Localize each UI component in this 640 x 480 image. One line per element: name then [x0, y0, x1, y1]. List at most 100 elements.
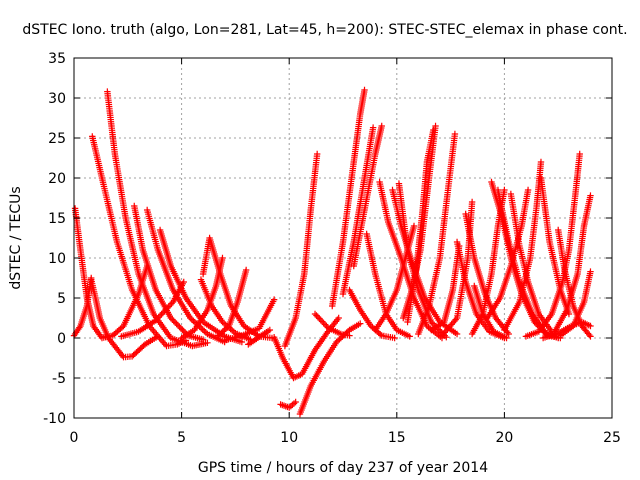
- data-arc: [453, 238, 508, 342]
- data-point: [167, 314, 175, 322]
- y-tick-label: 20: [48, 171, 66, 187]
- data-point: [323, 322, 330, 330]
- data-point: [179, 326, 186, 333]
- data-point: [311, 310, 319, 318]
- data-arc: [214, 266, 250, 339]
- data-arc: [118, 278, 187, 340]
- data-arc: [471, 282, 510, 342]
- x-tick-label: 10: [280, 430, 298, 446]
- y-tick-label: 0: [57, 331, 66, 347]
- data-point: [586, 331, 593, 339]
- y-axis-label: dSTEC / TECUs: [8, 186, 24, 289]
- data-point: [270, 296, 278, 303]
- data-arc: [428, 242, 463, 334]
- data-point: [361, 86, 368, 94]
- data-point: [314, 313, 322, 321]
- x-tick-label: 5: [177, 430, 186, 446]
- data-point: [164, 304, 171, 312]
- data-point: [313, 150, 321, 158]
- data-point: [190, 317, 197, 325]
- data-arc: [462, 210, 512, 338]
- data-point: [219, 254, 226, 262]
- data-arc: [501, 158, 545, 334]
- data-point: [369, 124, 377, 131]
- data-point: [537, 158, 545, 166]
- data-point: [378, 122, 385, 130]
- data-point: [429, 320, 436, 327]
- data-point: [321, 321, 329, 328]
- data-point: [587, 268, 594, 275]
- data-arc: [277, 398, 299, 411]
- data-point: [318, 318, 326, 325]
- data-point: [451, 130, 459, 138]
- data-arc: [270, 314, 342, 382]
- data-arc: [346, 286, 398, 342]
- y-tick-label: 25: [48, 131, 66, 147]
- data-point: [357, 320, 364, 327]
- data-point: [453, 330, 461, 338]
- data-point: [335, 314, 342, 322]
- data-point: [171, 319, 179, 326]
- data-arc: [372, 222, 418, 334]
- data-point: [503, 334, 510, 342]
- data-point: [238, 338, 246, 346]
- x-tick-label: 20: [495, 430, 513, 446]
- y-tick-label: 15: [48, 211, 66, 227]
- data-arc: [104, 88, 211, 350]
- data-point: [524, 186, 532, 194]
- data-point: [346, 332, 353, 339]
- data-arc: [221, 296, 278, 344]
- data-arc: [131, 202, 207, 343]
- x-tick-label: 15: [388, 430, 406, 446]
- data-point: [169, 316, 176, 323]
- x-tick-label: 25: [603, 430, 621, 446]
- data-arc: [245, 326, 274, 348]
- chart-title: dSTEC Iono. truth (algo, Lon=281, Lat=45…: [22, 22, 627, 38]
- data-arc: [311, 310, 353, 339]
- data-arc: [483, 186, 532, 322]
- data-point: [180, 278, 187, 286]
- data-point: [576, 150, 583, 158]
- data-point: [430, 126, 437, 134]
- x-tick-label: 0: [70, 430, 79, 446]
- data-point: [317, 316, 324, 324]
- x-axis-label: GPS time / hours of day 237 of year 2014: [198, 460, 488, 476]
- data-arc: [522, 150, 583, 340]
- data-point: [468, 198, 476, 206]
- data-point: [344, 328, 352, 335]
- data-point: [174, 322, 182, 329]
- data-arc: [296, 320, 364, 418]
- y-tick-label: 5: [57, 291, 66, 307]
- data-arc: [507, 190, 555, 335]
- data-point: [313, 312, 320, 319]
- data-point: [199, 336, 207, 343]
- data-point: [201, 327, 208, 335]
- data-arc: [539, 318, 594, 342]
- data-point: [432, 122, 439, 130]
- data-arc: [404, 126, 437, 326]
- data-point: [443, 334, 450, 341]
- data-point: [173, 320, 180, 328]
- data-point: [316, 315, 323, 322]
- data-point: [242, 266, 250, 274]
- y-tick-label: -5: [52, 371, 66, 387]
- data-point: [587, 192, 594, 199]
- data-point: [204, 339, 211, 346]
- data-point: [177, 325, 185, 332]
- y-tick-label: 10: [48, 251, 66, 267]
- data-point: [406, 333, 413, 340]
- data-point: [428, 318, 435, 326]
- data-point: [266, 326, 274, 334]
- data-arc: [281, 150, 321, 350]
- data-point: [155, 314, 162, 321]
- data-point: [176, 323, 183, 330]
- data-point: [505, 330, 512, 338]
- data-arc: [339, 124, 377, 298]
- plot-frame: [73, 57, 613, 419]
- data-point: [168, 300, 175, 307]
- data-point: [410, 222, 418, 230]
- data-point: [199, 326, 206, 333]
- axis-ticks: 0 5 10 15 20 25 -10 -5 0 5 10 15 20 25 30 35: [43, 51, 621, 446]
- data-point: [587, 333, 594, 340]
